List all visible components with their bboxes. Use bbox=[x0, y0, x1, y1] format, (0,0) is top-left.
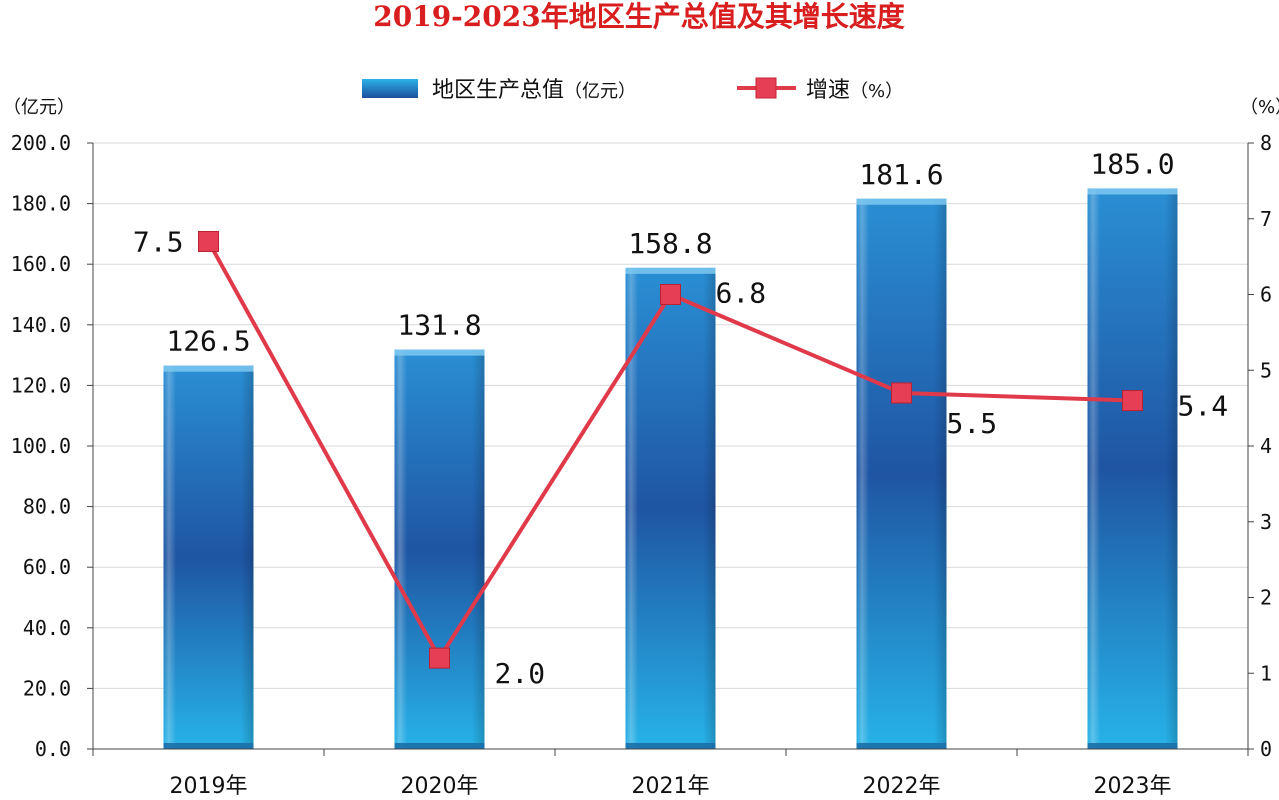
left-tick-label: 160.0 bbox=[11, 252, 71, 276]
left-tick-label: 60.0 bbox=[23, 555, 71, 579]
bar-value-label: 185.0 bbox=[1090, 147, 1174, 180]
category-label: 2021年 bbox=[632, 774, 710, 799]
axes-lines bbox=[92, 143, 1249, 756]
growth-marker bbox=[1122, 390, 1143, 412]
left-tick-label: 40.0 bbox=[23, 616, 71, 640]
growth-marker bbox=[660, 284, 681, 305]
left-axis-unit: （亿元） bbox=[3, 97, 75, 118]
left-tick-label: 120.0 bbox=[11, 373, 71, 397]
bar-shading bbox=[856, 198, 947, 749]
bar-base bbox=[856, 743, 947, 749]
right-tick-label: 3 bbox=[1260, 510, 1272, 534]
bar-value-label: 126.5 bbox=[166, 325, 250, 358]
growth-value-label: 6.8 bbox=[716, 277, 767, 310]
right-tick-label: 1 bbox=[1260, 661, 1272, 685]
growth-value-label: 5.4 bbox=[1178, 390, 1229, 423]
bar-shading bbox=[1087, 188, 1178, 749]
category-labels: 2019年 2020年 2021年 2022年 2023年 bbox=[170, 774, 1172, 799]
bar-shading bbox=[394, 349, 485, 749]
bar-top-cap bbox=[625, 267, 716, 274]
right-tick-label: 2 bbox=[1260, 586, 1272, 610]
bar-top-cap bbox=[1087, 188, 1178, 195]
bar-top-cap bbox=[394, 349, 485, 356]
right-tick-label: 5 bbox=[1260, 358, 1272, 382]
growth-value-label: 2.0 bbox=[495, 657, 546, 690]
legend-line-name: 增速 bbox=[806, 78, 850, 103]
category-label: 2020年 bbox=[401, 774, 479, 799]
right-axis-unit: （%） bbox=[1240, 97, 1279, 118]
bar-value-label: 131.8 bbox=[397, 309, 481, 342]
legend-line-unit: （%） bbox=[850, 81, 903, 102]
left-tick-label: 20.0 bbox=[23, 676, 71, 700]
bar-base bbox=[1087, 743, 1178, 749]
right-tick-label: 7 bbox=[1260, 207, 1272, 231]
left-tick-label: 80.0 bbox=[23, 495, 71, 519]
bar-top-cap bbox=[856, 198, 947, 205]
chart-title: 2019-2023年地区生产总值及其增长速度 bbox=[373, 0, 904, 33]
bar-value-label: 181.6 bbox=[859, 158, 943, 191]
left-tick-label: 0.0 bbox=[35, 737, 71, 761]
bar-shading bbox=[625, 267, 716, 749]
right-axis: 0 1 2 3 4 5 6 7 8 bbox=[1248, 131, 1272, 761]
left-axis: 0.0 20.0 40.0 60.0 80.0 100.0 120.0 140.0 160.0 1… bbox=[11, 131, 93, 761]
left-tick-label: 100.0 bbox=[11, 434, 71, 458]
category-label: 2023年 bbox=[1094, 774, 1172, 799]
legend-bar-unit: （亿元） bbox=[564, 81, 636, 102]
legend-bar-swatch bbox=[362, 79, 418, 98]
right-tick-label: 4 bbox=[1260, 434, 1272, 458]
growth-value-label: 5.5 bbox=[947, 407, 998, 440]
left-tick-label: 140.0 bbox=[11, 313, 71, 337]
left-tick-label: 180.0 bbox=[11, 192, 71, 216]
right-tick-label: 0 bbox=[1260, 737, 1272, 761]
bar-base bbox=[394, 743, 485, 749]
bar-base bbox=[625, 743, 716, 749]
growth-marker bbox=[891, 382, 912, 404]
right-tick-label: 6 bbox=[1260, 283, 1272, 307]
bar-value-labels: 126.5 131.8 158.8 181.6 185.0 bbox=[166, 147, 1174, 357]
bar-value-label: 158.8 bbox=[628, 227, 712, 260]
legend: 地区生产总值（亿元） 增速（%） bbox=[362, 77, 903, 103]
bar-series bbox=[163, 188, 1178, 749]
category-label: 2022年 bbox=[863, 774, 941, 799]
category-label: 2019年 bbox=[170, 774, 248, 799]
left-tick-label: 200.0 bbox=[11, 131, 71, 155]
line-value-labels: 7.5 2.0 6.8 5.5 5.4 bbox=[133, 225, 1228, 690]
line-series bbox=[198, 230, 1143, 669]
growth-value-label: 7.5 bbox=[133, 225, 184, 258]
legend-bar-name: 地区生产总值 bbox=[432, 78, 564, 103]
legend-bar-label: 地区生产总值（亿元） bbox=[432, 78, 636, 103]
legend-line-label: 增速（%） bbox=[806, 78, 903, 103]
growth-marker bbox=[429, 647, 450, 669]
right-tick-label: 8 bbox=[1260, 131, 1272, 155]
bar-top-cap bbox=[163, 365, 254, 372]
bar-base bbox=[163, 743, 254, 749]
bar-shading bbox=[163, 365, 254, 749]
legend-line-marker bbox=[755, 77, 777, 99]
growth-marker bbox=[198, 230, 219, 252]
